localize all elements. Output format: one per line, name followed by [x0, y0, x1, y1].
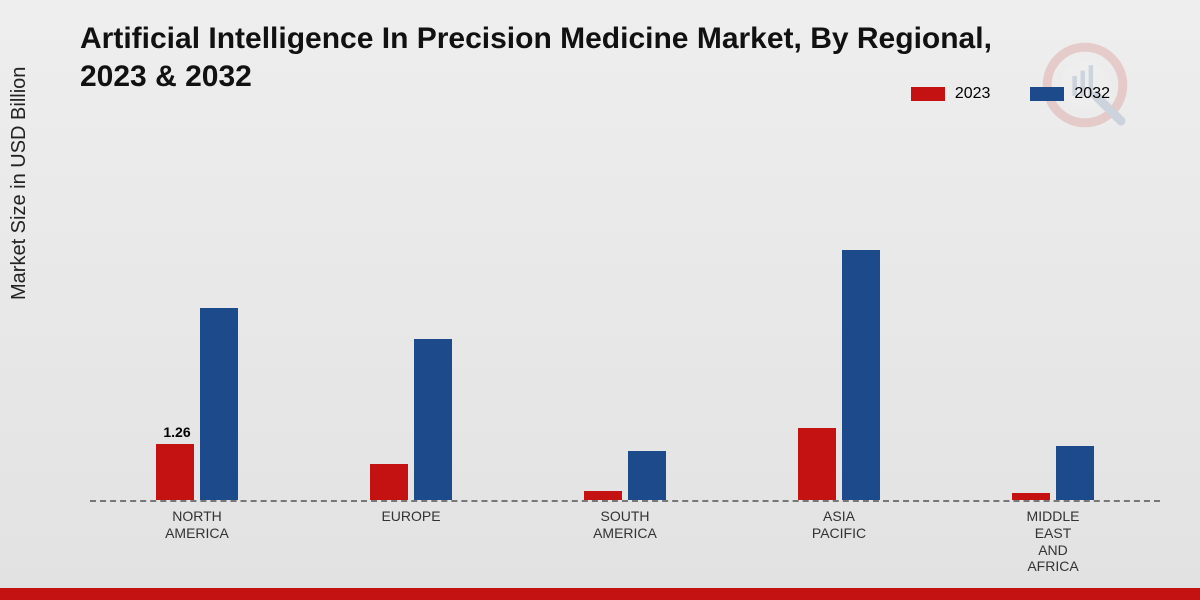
x-axis-category-label: ASIA PACIFIC	[779, 508, 899, 542]
bar-2023	[584, 491, 622, 500]
legend-item-2032: 2032	[1030, 85, 1110, 103]
legend-label: 2023	[955, 85, 991, 103]
bar-2023	[156, 444, 194, 500]
bar-2032	[414, 339, 452, 500]
x-axis-category-label: NORTH AMERICA	[137, 508, 257, 542]
plot-area: 1.26 NORTH AMERICAEUROPESOUTH AMERICAASI…	[90, 120, 1160, 500]
legend-swatch-2032	[1030, 87, 1064, 101]
bar-2023	[370, 464, 408, 500]
bar-group	[798, 250, 880, 500]
legend: 2023 2032	[911, 85, 1110, 103]
bar-group	[370, 339, 452, 500]
footer-accent-bar	[0, 588, 1200, 600]
chart-container: Artificial Intelligence In Precision Med…	[0, 0, 1200, 600]
x-axis-category-label: MIDDLE EAST AND AFRICA	[993, 508, 1113, 575]
bar-2032	[628, 451, 666, 500]
x-axis-category-label: SOUTH AMERICA	[565, 508, 685, 542]
bar-group	[1012, 446, 1094, 500]
x-axis-baseline	[90, 500, 1160, 502]
bar-group	[584, 451, 666, 500]
bar-2032	[842, 250, 880, 500]
bar-2023	[798, 428, 836, 500]
legend-label: 2032	[1074, 85, 1110, 103]
chart-title: Artificial Intelligence In Precision Med…	[80, 20, 1030, 95]
legend-swatch-2023	[911, 87, 945, 101]
x-axis-category-label: EUROPE	[351, 508, 471, 525]
bar-2032	[200, 308, 238, 500]
bar-2032	[1056, 446, 1094, 500]
y-axis-label: Market Size in USD Billion	[8, 67, 31, 300]
bar-2023	[1012, 493, 1050, 500]
legend-item-2023: 2023	[911, 85, 991, 103]
bar-group	[156, 308, 238, 500]
bars-area: 1.26	[90, 120, 1160, 500]
